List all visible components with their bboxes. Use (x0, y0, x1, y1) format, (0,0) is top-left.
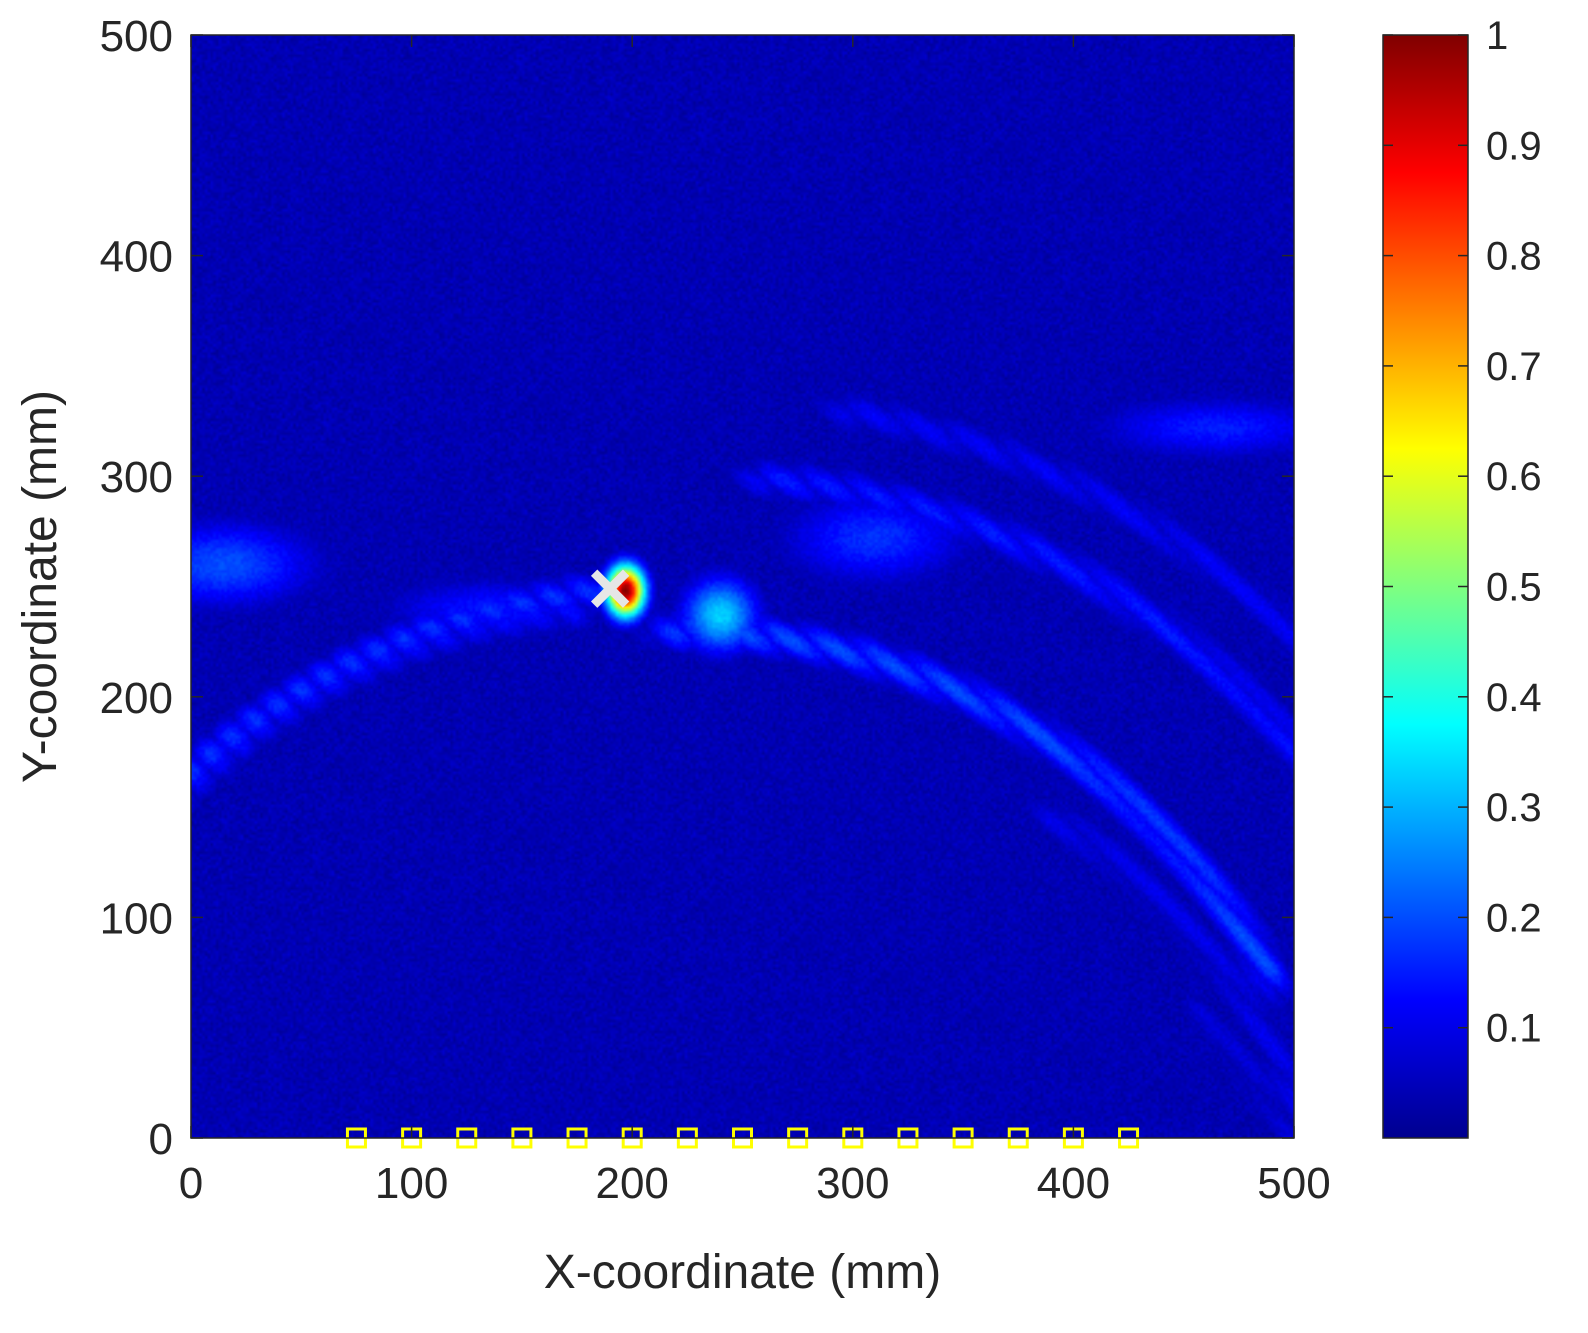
colorbar-gradient (1382, 34, 1469, 1139)
axis-ticks (190, 34, 1295, 1139)
x-tick-label: 300 (816, 1159, 889, 1208)
x-tick-label: 100 (375, 1159, 448, 1208)
x-tick-label: 0 (179, 1159, 203, 1208)
colorbar-tick-label: 0.6 (1486, 455, 1542, 499)
colorbar-tick-label: 0.2 (1486, 896, 1542, 940)
colorbar-tick-label: 0.9 (1486, 124, 1542, 168)
colorbar: 0.1 0.2 0.3 0.4 0.5 0.6 0.7 0.8 0.9 1 (1382, 14, 1542, 1139)
colorbar-tick-label: 0.1 (1486, 1007, 1542, 1051)
colorbar-tick-label: 1 (1486, 14, 1508, 58)
colorbar-tick-label: 0.5 (1486, 566, 1542, 610)
y-tick-label: 100 (100, 894, 173, 943)
y-tick-label: 0 (149, 1115, 173, 1164)
x-axis-label: X-coordinate (mm) (544, 1246, 941, 1299)
x-tick-label: 400 (1037, 1159, 1110, 1208)
y-tick-label: 500 (100, 12, 173, 61)
plot-area (190, 34, 1295, 1149)
plot-frame (190, 34, 1295, 1139)
cross-marker-stroke (590, 569, 630, 608)
heatmap-image (191, 35, 1294, 1138)
colorbar-tick-label: 0.7 (1486, 345, 1542, 389)
colorbar-ticks: 0.1 0.2 0.3 0.4 0.5 0.6 0.7 0.8 0.9 1 (1383, 14, 1542, 1051)
x-tick-label: 200 (595, 1159, 668, 1208)
y-tick-label: 200 (100, 674, 173, 723)
y-tick-label: 400 (100, 233, 173, 282)
colorbar-tick-label: 0.4 (1486, 676, 1542, 720)
y-tick-labels: 0 100 200 300 400 500 (100, 12, 173, 1164)
colorbar-tick-label: 0.8 (1486, 235, 1542, 279)
y-tick-label: 300 (100, 453, 173, 502)
colorbar-tick-label: 0.3 (1486, 786, 1542, 830)
cross-marker (590, 569, 630, 608)
y-axis-label: Y-coordinate (mm) (14, 390, 67, 783)
x-tick-label: 500 (1257, 1159, 1330, 1208)
x-tick-labels: 0 100 200 300 400 500 (179, 1159, 1331, 1208)
